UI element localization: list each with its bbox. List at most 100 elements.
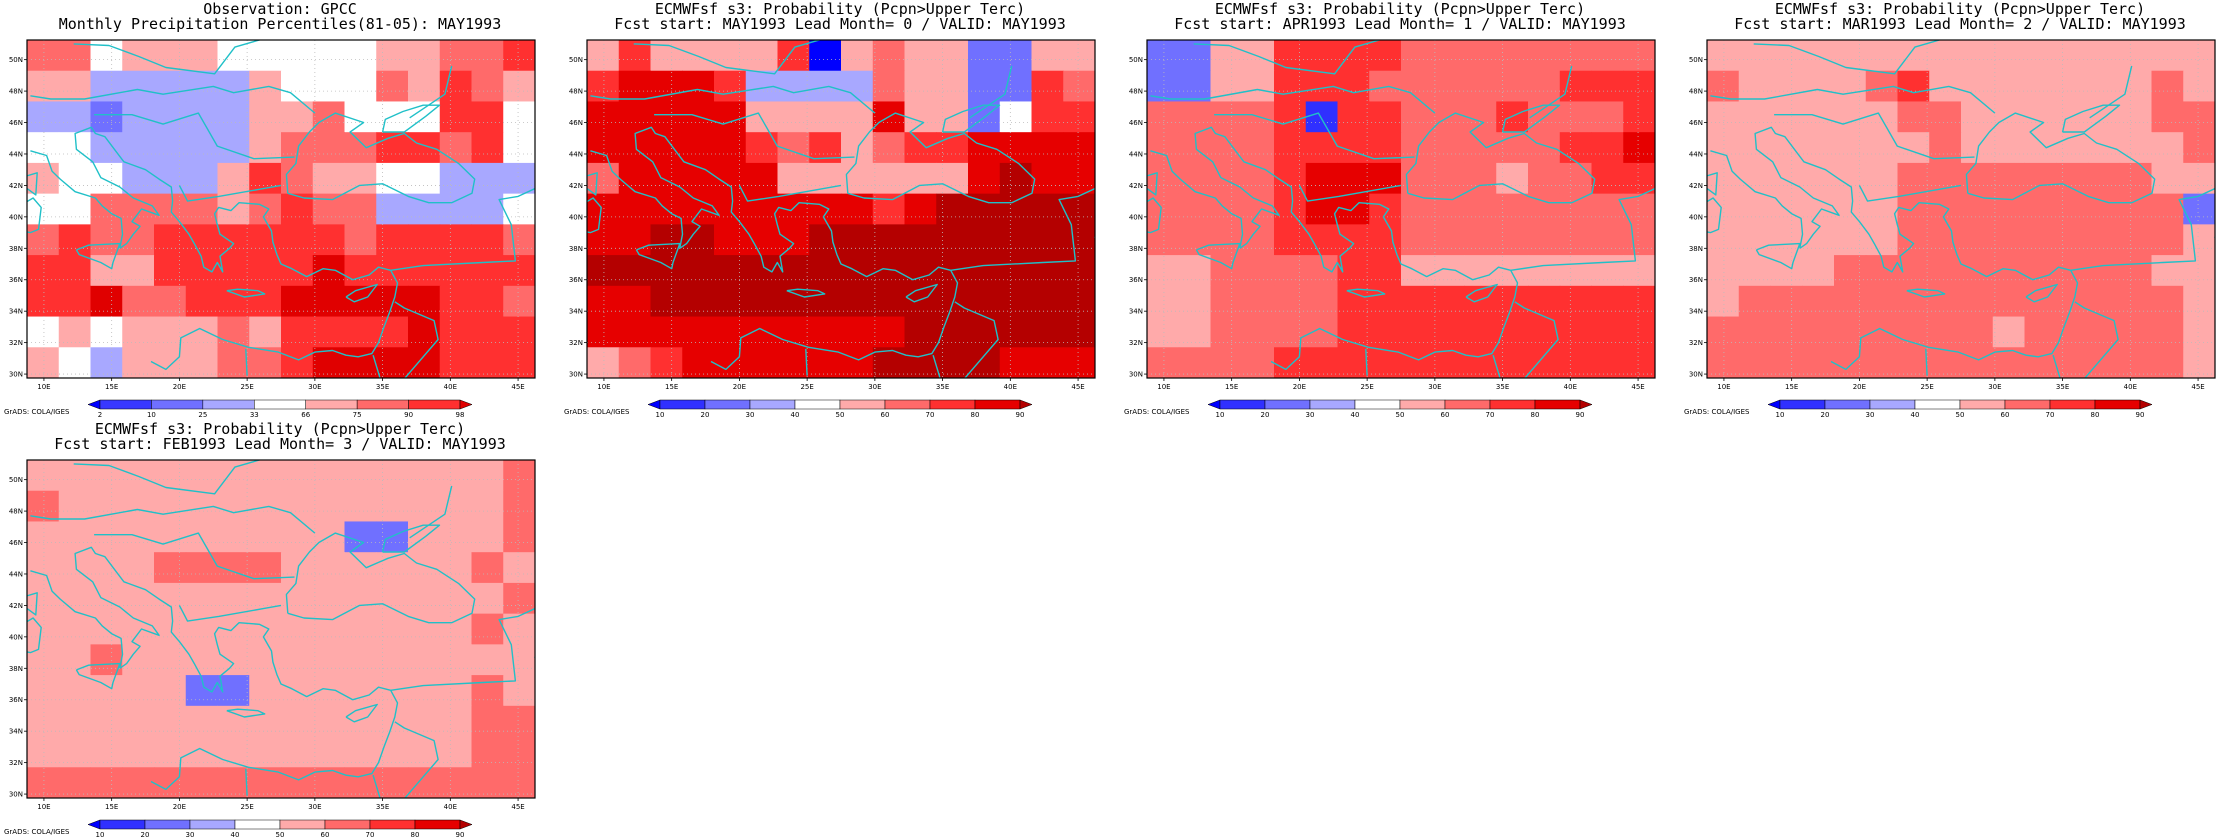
heatmap-cell	[999, 347, 1032, 379]
heatmap-cell	[1623, 285, 1656, 318]
panel-lead-0: ECMWFsf s3: Probability (Pcpn>Upper Terc…	[560, 0, 1120, 420]
heatmap-cell	[471, 490, 504, 522]
coastline	[74, 546, 399, 791]
heatmap-cell	[1528, 224, 1561, 256]
heatmap-cell	[58, 70, 91, 102]
colorbar-label: 40	[1911, 411, 1920, 419]
heatmap-cell	[1063, 162, 1096, 195]
heatmap-cell	[281, 255, 314, 287]
y-tick-label: 36N	[1689, 276, 1703, 284]
heatmap-cell	[408, 224, 441, 256]
colorbar-label: 60	[881, 411, 890, 419]
heatmap-cell	[122, 675, 155, 707]
heatmap-cell	[1464, 101, 1497, 133]
heatmap-cell	[1707, 316, 1740, 348]
x-tick-label: 20E	[733, 383, 746, 391]
coastline	[633, 40, 822, 75]
heatmap-cell	[281, 675, 314, 707]
heatmap-cell	[2024, 255, 2057, 287]
colorbar-segment	[1354, 399, 1401, 410]
heatmap-cell	[1559, 132, 1592, 164]
panel-title-line1: ECMWFsf s3: Probability (Pcpn>Upper Terc…	[94, 420, 466, 438]
heatmap-cell	[1464, 162, 1497, 195]
coastline	[27, 197, 42, 234]
heatmap-cell	[90, 767, 123, 799]
heatmap-cell	[1401, 101, 1434, 133]
y-tick-label: 34N	[1689, 308, 1703, 316]
heatmap-cell	[2183, 132, 2216, 164]
heatmap-cell	[249, 255, 282, 287]
heatmap-cell	[376, 582, 409, 615]
heatmap-cell	[1178, 70, 1211, 102]
heatmap-cell	[2151, 255, 2184, 287]
heatmap-cell	[1178, 316, 1211, 348]
heatmap-cell	[1929, 162, 1962, 195]
graticule	[1707, 40, 2215, 378]
y-tick-label: 30N	[569, 371, 583, 379]
heatmap-cell	[999, 70, 1032, 102]
heatmap-cell	[1337, 101, 1370, 133]
heatmap-cell	[1559, 347, 1592, 379]
heatmap-cell	[408, 70, 441, 102]
heatmap-cell	[714, 70, 747, 102]
heatmap-cell	[1496, 40, 1529, 72]
heatmap-cell	[90, 316, 123, 348]
graticule	[587, 40, 1095, 378]
heatmap-cell	[2119, 40, 2152, 72]
heatmap-cell	[2088, 255, 2121, 287]
heatmap-cell	[1210, 285, 1243, 318]
heatmap-cell	[904, 255, 937, 287]
heatmap-cell	[439, 101, 472, 133]
heatmap-cell	[185, 736, 218, 768]
heatmap-cell	[122, 347, 155, 379]
heatmap-cell	[1242, 162, 1275, 195]
heatmap-cell	[312, 490, 345, 522]
heatmap-cell	[1929, 316, 1962, 348]
heatmap-cell	[2151, 101, 2184, 133]
heatmap-cell	[471, 285, 504, 318]
heatmap-cell	[281, 460, 314, 492]
coastline	[381, 104, 441, 133]
heatmap-cell	[1559, 224, 1592, 256]
heatmap-cell	[1242, 285, 1275, 318]
heatmap-cell	[1496, 193, 1529, 225]
heatmap-cell	[1707, 101, 1740, 133]
heatmap-cell	[217, 224, 250, 256]
y-tick-label: 44N	[569, 150, 583, 158]
heatmap-cell	[249, 316, 282, 348]
heatmap-cell	[1929, 40, 1962, 72]
coastline	[1501, 104, 1561, 133]
heatmap-cell	[154, 705, 187, 738]
heatmap-cell	[90, 347, 123, 379]
heatmap-cell	[968, 162, 1001, 195]
heatmap-cell	[90, 736, 123, 768]
heatmap-cell	[2056, 316, 2089, 348]
heatmap-cell	[999, 255, 1032, 287]
heatmap-cell	[154, 70, 187, 102]
heatmap-cell	[1147, 255, 1180, 287]
heatmap-cell	[217, 347, 250, 379]
heatmap-cell	[1738, 316, 1771, 348]
y-tick-label: 36N	[9, 276, 23, 284]
coastline	[1298, 184, 1402, 202]
y-tick-label: 50N	[1689, 56, 1703, 64]
x-tick-label: 15E	[1225, 383, 1238, 391]
heatmap-cell	[1591, 224, 1624, 256]
heatmap-cell	[154, 736, 187, 768]
x-tick-label: 10E	[597, 383, 610, 391]
heatmap-cell	[376, 162, 409, 195]
axis-ticks: 10E 15E 20E 25E 30E 35E 40E 45E 30N 32N 34N 36N 38N 4…	[569, 56, 1085, 391]
colorbar-segment	[2004, 399, 2051, 410]
x-tick-label: 40E	[1564, 383, 1577, 391]
colorbar-segment	[1869, 399, 1916, 410]
heatmap-cell	[58, 162, 91, 195]
x-tick-label: 40E	[444, 803, 457, 811]
heatmap-cell	[249, 767, 282, 799]
heatmap-cell	[471, 767, 504, 799]
heatmap-cell	[408, 347, 441, 379]
heatmap-cell	[185, 285, 218, 318]
panel-title-line2: Fcst start: FEB1993 Lead Month= 3 / VALI…	[54, 435, 506, 453]
heatmap-cell	[2183, 224, 2216, 256]
heatmap-cell	[344, 193, 377, 225]
heatmap-cell	[1961, 101, 1994, 133]
